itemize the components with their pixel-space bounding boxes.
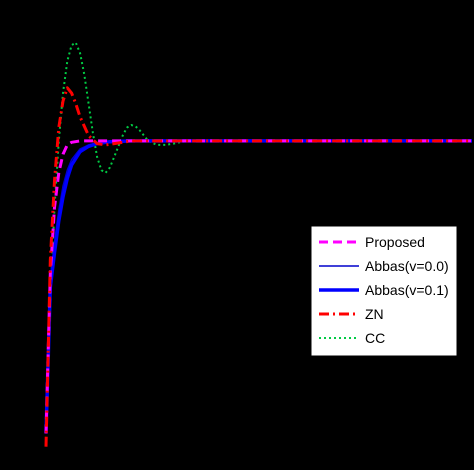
legend-label-proposed: Proposed [365, 234, 425, 250]
legend-label-zn: ZN [365, 306, 384, 322]
legend-label-cc: CC [365, 330, 385, 346]
legend-label-abbas-v-0-0: Abbas(v=0.0) [365, 258, 449, 274]
series-layer [44, 41, 472, 447]
series-line-proposed [44, 139, 472, 434]
legend-label-abbas-v-0-1: Abbas(v=0.1) [365, 282, 449, 298]
legend: Proposed Abbas(v=0.0) Abbas(v=0.1) ZN CC [310, 225, 458, 357]
legend-items: Proposed Abbas(v=0.0) Abbas(v=0.1) ZN CC [319, 234, 449, 346]
